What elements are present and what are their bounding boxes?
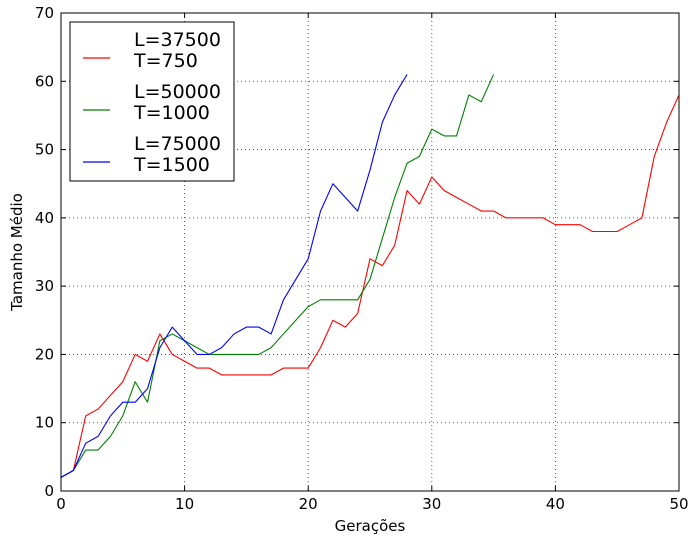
y-axis-label: Tamanho Médio [8, 193, 26, 312]
x-tick-label: 30 [422, 495, 441, 513]
series-line-2 [60, 74, 495, 478]
plot-frame [60, 12, 680, 492]
legend-label: L=75000 [134, 133, 221, 155]
y-tick-label: 10 [35, 414, 54, 432]
x-tick-label: 10 [175, 495, 194, 513]
legend-label: T=1000 [133, 102, 210, 124]
legend-label: L=37500 [134, 29, 221, 51]
x-tick-label: 40 [546, 495, 565, 513]
x-tick-label: 0 [56, 495, 66, 513]
x-tick-label: 50 [669, 495, 688, 513]
x-axis-label: Gerações [335, 517, 406, 535]
grid [61, 13, 679, 491]
tick-labels: 0 10 20 30 40 50 0 10 20 30 40 50 60 70 [35, 4, 689, 513]
series-line-3 [60, 74, 408, 478]
series-layer [60, 74, 680, 478]
y-tick-label: 30 [35, 277, 54, 295]
y-tick-label: 60 [35, 72, 54, 90]
legend-label: L=50000 [134, 81, 221, 103]
legend-box [69, 21, 235, 182]
legend-label: T=750 [133, 50, 198, 72]
x-tick-label: 20 [299, 495, 318, 513]
y-tick-label: 40 [35, 209, 54, 227]
legend-label: T=1500 [133, 154, 210, 176]
y-tick-label: 50 [35, 141, 54, 159]
y-tick-label: 70 [35, 4, 54, 22]
y-tick-label: 0 [44, 482, 54, 500]
ticks [60, 12, 680, 492]
y-tick-label: 20 [35, 345, 54, 363]
